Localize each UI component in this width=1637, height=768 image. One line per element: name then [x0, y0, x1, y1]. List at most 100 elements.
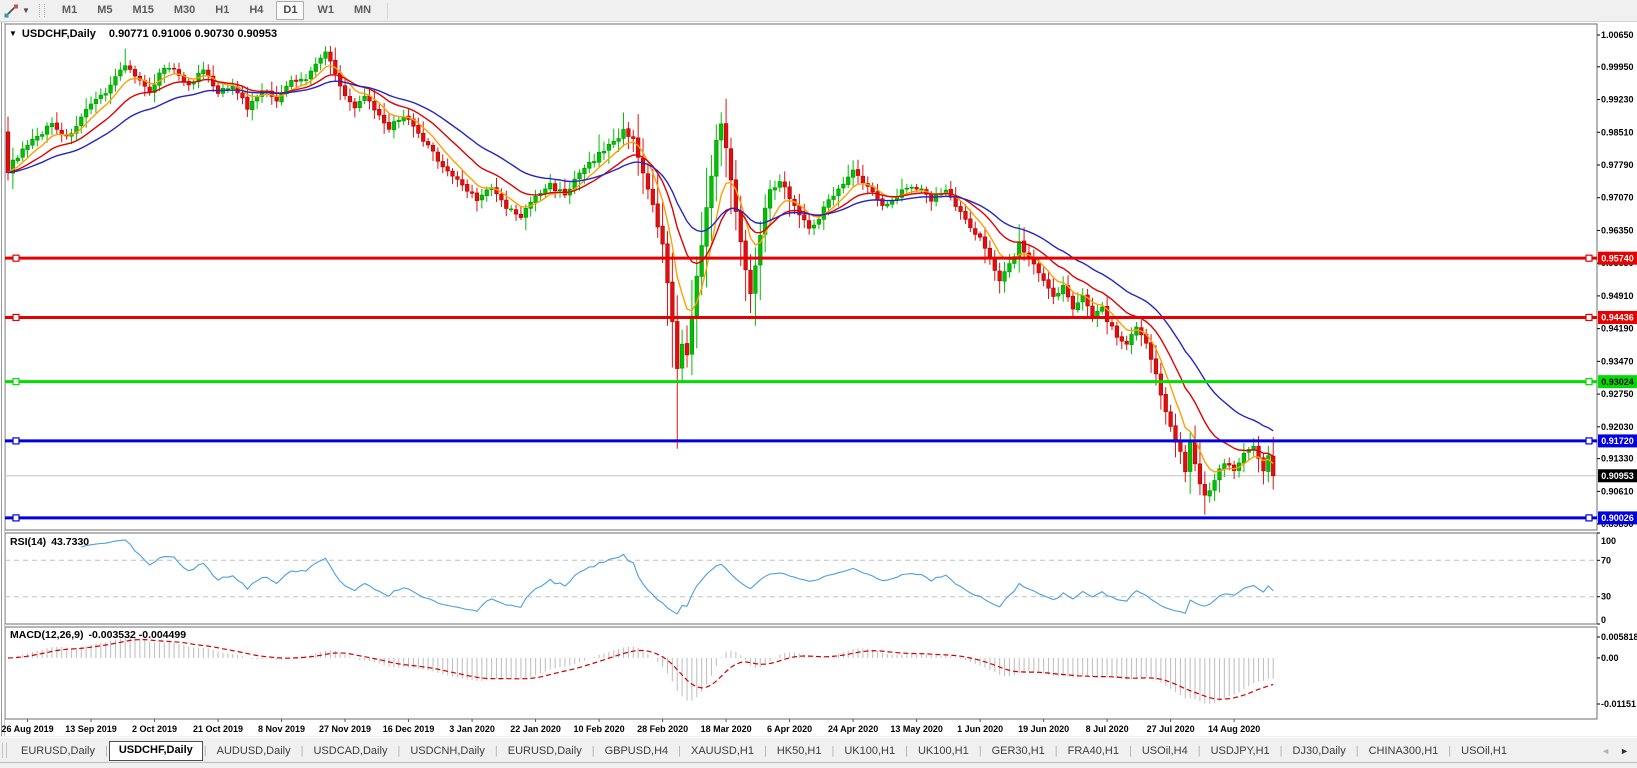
candle-bear [675, 321, 680, 369]
level-handle[interactable] [1585, 378, 1593, 386]
candle-bear [670, 281, 675, 322]
tab-separator: | [203, 744, 207, 757]
chart-tab-audusd-daily[interactable]: AUDUSD,Daily [216, 744, 291, 757]
toolbar-grip[interactable] [38, 4, 45, 17]
candle-bear [807, 220, 812, 229]
timeframe-button-w1[interactable]: W1 [317, 4, 334, 16]
candle-bull [15, 157, 20, 162]
status-strip [0, 762, 1637, 768]
chart-tab-dj30-daily[interactable]: DJ30,Daily [1292, 744, 1346, 757]
tabs-scroll-left-icon[interactable]: ◄ [1601, 745, 1611, 756]
candle-bull [1134, 326, 1139, 336]
level-handle[interactable] [1585, 254, 1593, 262]
chart-tab-uk100-h1[interactable]: UK100,H1 [844, 744, 896, 757]
candle-bull [704, 207, 709, 247]
candle-bear [1153, 358, 1159, 375]
chart-tab-usdchf-daily[interactable]: USDCHF,Daily [108, 740, 203, 761]
candle-bear [1070, 295, 1076, 310]
rsi-tick-label: 0 [1601, 615, 1606, 625]
draw-tool-icon[interactable] [3, 3, 20, 19]
tabbar-grip[interactable] [2, 743, 7, 758]
candle-bull [157, 72, 162, 86]
chart-tab-ger30-h1[interactable]: GER30,H1 [991, 744, 1045, 757]
chart-tab-china300-h1[interactable]: CHINA300,H1 [1368, 744, 1439, 757]
candle-bear [54, 122, 59, 130]
chart-tab-xauusd-h1[interactable]: XAUUSD,H1 [691, 744, 754, 757]
chart-tab-usoil-h4[interactable]: USOil,H4 [1141, 744, 1188, 757]
candle-bear [294, 79, 299, 82]
candle-bear [435, 151, 440, 162]
timeframe-button-d1[interactable]: D1 [276, 1, 305, 20]
chart-tab-fra40-h1[interactable]: FRA40,H1 [1067, 744, 1119, 757]
level-handle[interactable] [12, 254, 20, 262]
chart-tab-eurusd-daily[interactable]: EURUSD,Daily [21, 744, 95, 757]
timeframe-button-m1[interactable]: M1 [61, 4, 78, 16]
chart-tab-uk100-h1[interactable]: UK100,H1 [917, 744, 969, 757]
rsi-tick-label: 30 [1601, 592, 1611, 602]
timeframe-button-m15[interactable]: M15 [132, 4, 154, 16]
candle-bull [767, 189, 773, 209]
date-tick-label: 2 Oct 2019 [132, 724, 177, 734]
timeframe-button-mn[interactable]: MN [353, 4, 372, 16]
candle-bull [35, 135, 40, 141]
chart-tab-usdcad-daily[interactable]: USDCAD,Daily [313, 744, 388, 757]
timeframe-button-h1[interactable]: H1 [215, 4, 230, 16]
chart-tab-eurusd-daily[interactable]: EURUSD,Daily [507, 744, 582, 757]
level-handle[interactable] [1585, 437, 1593, 445]
chart-title[interactable]: ▼ USDCHF,Daily 0.90771 0.91006 0.90730 0.9… [9, 28, 277, 40]
candle-bear [748, 269, 753, 294]
price-tick-label: 0.99950 [1601, 62, 1634, 72]
level-handle[interactable] [12, 378, 20, 386]
level-price-badge [1598, 310, 1637, 324]
chart-tab-usdjpy-h1[interactable]: USDJPY,H1 [1210, 744, 1270, 757]
timeframe-button-m5[interactable]: M5 [97, 4, 113, 16]
price-tick-label: 0.99230 [1601, 95, 1634, 105]
level-handle[interactable] [1585, 514, 1593, 522]
candle-bear [992, 259, 997, 271]
price-tick-label: 0.97070 [1601, 193, 1634, 203]
candle-bear [1090, 305, 1095, 317]
tabs-scroll-right-icon[interactable]: ► [1620, 745, 1629, 756]
chart-menu-arrow-icon[interactable]: ▼ [9, 29, 17, 38]
tab-separator: | [905, 744, 908, 757]
candle-bear [1197, 463, 1203, 485]
candle-bear [626, 128, 631, 137]
timeframe-button-m30[interactable]: M30 [173, 4, 196, 16]
chart-tab-usdcnh-daily[interactable]: USDCNH,Daily [410, 744, 485, 757]
candle-bull [777, 181, 782, 188]
candle-bear [430, 145, 436, 152]
level-handle[interactable] [12, 313, 20, 322]
candle-bull [30, 138, 35, 146]
candle-bull [391, 121, 397, 131]
level-price-badge [1598, 511, 1637, 525]
candle-bear [1041, 273, 1046, 281]
tab-separator: | [104, 744, 108, 757]
candle-bull [98, 94, 103, 99]
candle-bull [108, 84, 113, 94]
tab-separator: | [831, 744, 835, 757]
candle-bull [606, 143, 611, 151]
rsi-name: RSI(14) [10, 536, 47, 548]
chart-tab-gbpusd-h4[interactable]: GBPUSD,H4 [604, 744, 669, 757]
chart-tab-hk50-h1[interactable]: HK50,H1 [776, 744, 822, 757]
toolbar-separator [387, 2, 389, 19]
tool-dropdown-arrow[interactable]: ▼ [22, 6, 30, 15]
candle-bull [323, 51, 328, 59]
date-tick-label: 18 Mar 2020 [701, 724, 752, 734]
candle-bear [469, 191, 475, 194]
candle-bull [1217, 468, 1222, 481]
chart-tab-usoil-h1[interactable]: USOil,H1 [1461, 744, 1507, 757]
candle-bear [958, 206, 963, 212]
price-tick-label: 0.92030 [1601, 422, 1634, 432]
candle-bear [1178, 441, 1183, 452]
candle-bull [557, 189, 563, 191]
tab-separator: | [978, 744, 982, 757]
level-handle[interactable] [12, 514, 20, 522]
level-handle[interactable] [12, 437, 20, 445]
timeframe-button-h4[interactable]: H4 [249, 4, 264, 16]
candle-bear [186, 81, 191, 86]
candle-bull [851, 169, 856, 178]
level-handle[interactable] [1585, 313, 1593, 322]
tab-separator: | [1448, 744, 1452, 757]
